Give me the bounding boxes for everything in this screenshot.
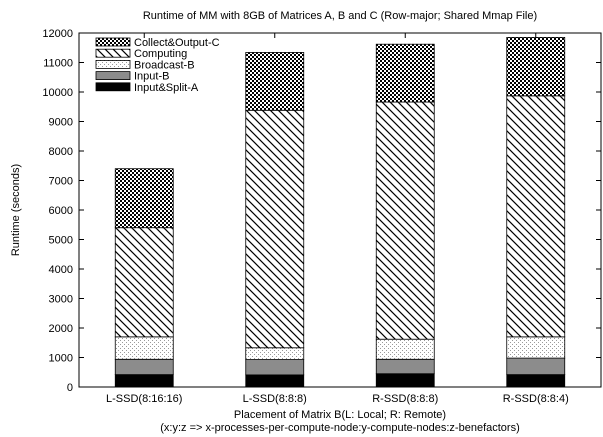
legend: Collect&Output-CComputingBroadcast-BInpu…	[95, 37, 220, 94]
legend-swatch	[95, 82, 131, 92]
legend-swatch	[95, 48, 131, 58]
x-tick-label: L-SSD(8:8:8)	[243, 393, 307, 405]
y-tick-label: 8000	[49, 146, 73, 158]
bar-segment-collect-output-c	[506, 37, 566, 97]
bar-segment-computing	[375, 101, 435, 340]
legend-entry-label: Broadcast-B	[134, 59, 195, 71]
y-tick-label: 7000	[49, 176, 73, 188]
legend-entry-label: Collect&Output-C	[134, 37, 220, 49]
bar-segment-broadcast-b	[114, 336, 174, 360]
bar-segment-computing	[114, 227, 174, 338]
bar-segment-broadcast-b	[375, 338, 435, 360]
x-tick-label: R-SSD(8:8:4)	[503, 393, 569, 405]
bar-segment-computing	[245, 109, 305, 349]
x-axis-title: Placement of Matrix B(L: Local; R: Remot…	[234, 409, 446, 421]
y-tick-label: 12000	[42, 28, 73, 40]
y-axis-title: Runtime (seconds)	[10, 164, 22, 256]
legend-entry-label: Input-B	[134, 71, 169, 83]
y-tick-label: 1000	[49, 353, 73, 365]
bars-layer	[114, 37, 566, 388]
y-tick-label: 11000	[43, 58, 73, 70]
bar-segment-computing	[506, 95, 566, 338]
legend-swatch	[95, 71, 131, 80]
x-tick-label: L-SSD(8:16:16)	[106, 393, 182, 405]
y-tick-label: 6000	[49, 205, 73, 217]
bar-segment-collect-output-c	[114, 168, 174, 229]
bar-segment-collect-output-c	[375, 43, 435, 103]
y-tick-label: 3000	[49, 294, 73, 306]
bar-segment-collect-output-c	[245, 52, 305, 111]
bar-segment-broadcast-b	[245, 347, 305, 360]
bar-segment-input-b	[506, 357, 566, 376]
y-tick-label: 10000	[42, 87, 73, 99]
legend-entry-label: Input&Split-A	[134, 82, 199, 94]
y-tick-label: 5000	[49, 235, 73, 247]
y-tick-label: 4000	[49, 264, 73, 276]
y-axis-ticks: 0 1000 2000 3000 4000 5000 6000 7000 8000 9000 100…	[42, 28, 601, 394]
bar-segment-input-b	[114, 358, 174, 376]
plot-frame	[78, 32, 602, 388]
y-tick-label: 9000	[49, 117, 73, 129]
legend-entry-label: Computing	[134, 48, 187, 60]
bar-segment-input-b	[245, 359, 305, 376]
x-axis-note: (x:y:z => x-processes-per-compute-node:y…	[160, 422, 520, 434]
y-tick-label: 0	[67, 382, 73, 394]
x-tick-label: R-SSD(8:8:8)	[372, 393, 438, 405]
legend-swatch	[95, 60, 131, 69]
bar-segment-input-b	[375, 358, 435, 375]
legend-swatch	[95, 37, 131, 47]
chart-title: Runtime of MM with 8GB of Matrices A, B …	[143, 10, 537, 22]
bar-segment-broadcast-b	[506, 336, 566, 359]
y-tick-label: 2000	[49, 323, 73, 335]
x-axis-ticks: L-SSD(8:16:16) L-SSD(8:8:8) R-SSD(8:8:8) R-…	[106, 33, 569, 405]
